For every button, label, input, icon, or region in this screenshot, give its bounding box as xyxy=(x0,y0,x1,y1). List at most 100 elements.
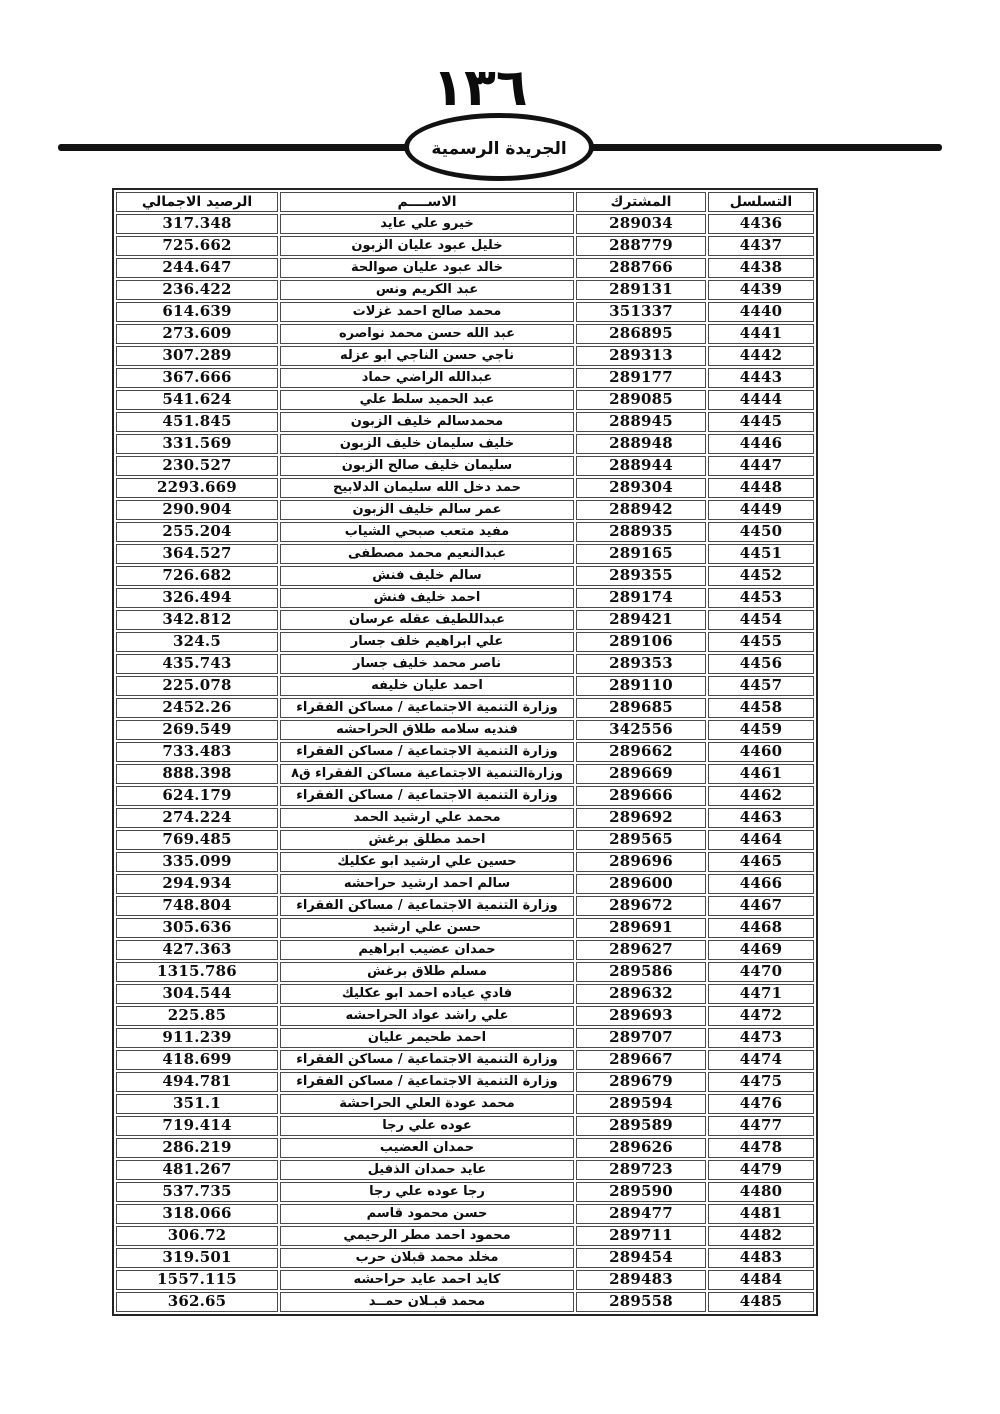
cell-subscriber: 289131 xyxy=(576,280,706,300)
cell-subscriber: 289711 xyxy=(576,1226,706,1246)
cell-name: عبد الله حسن محمد نواصره xyxy=(280,324,574,344)
cell-serial: 4481 xyxy=(708,1204,814,1224)
table-row: 4460 289662 وزارة التنمية الاجتماعية / مسا… xyxy=(116,742,814,762)
header-name: الاســــم xyxy=(280,192,574,212)
cell-serial: 4482 xyxy=(708,1226,814,1246)
cell-serial: 4471 xyxy=(708,984,814,1004)
cell-subscriber: 289589 xyxy=(576,1116,706,1136)
table-row: 4451 289165 عبدالنعيم محمد مصطفى 364.527 xyxy=(116,544,814,564)
cell-subscriber: 289669 xyxy=(576,764,706,784)
table-row: 4480 289590 رجا عوده علي رجا 537.735 xyxy=(116,1182,814,1202)
cell-name: عبد الكريم ونس xyxy=(280,280,574,300)
cell-balance: 244.647 xyxy=(116,258,278,278)
cell-name: محمد قبـلان حمــد xyxy=(280,1292,574,1312)
cell-name: عبداللطيف عقله عرسان xyxy=(280,610,574,630)
cell-balance: 494.781 xyxy=(116,1072,278,1092)
header-subscriber: المشترك xyxy=(576,192,706,212)
table-row: 4446 288948 خليف سليمان خليف الزبون 331.569 xyxy=(116,434,814,454)
cell-subscriber: 289483 xyxy=(576,1270,706,1290)
cell-serial: 4474 xyxy=(708,1050,814,1070)
cell-serial: 4461 xyxy=(708,764,814,784)
table-row: 4455 289106 علي ابراهيم خلف جسار 324.5 xyxy=(116,632,814,652)
table-row: 4437 288779 خليل عبود عليان الزبون 725.662 xyxy=(116,236,814,256)
cell-subscriber: 289679 xyxy=(576,1072,706,1092)
cell-subscriber: 289558 xyxy=(576,1292,706,1312)
cell-subscriber: 288935 xyxy=(576,522,706,542)
cell-balance: 541.624 xyxy=(116,390,278,410)
cell-name: خليف سليمان خليف الزبون xyxy=(280,434,574,454)
cell-serial: 4450 xyxy=(708,522,814,542)
cell-serial: 4466 xyxy=(708,874,814,894)
cell-name: خليل عبود عليان الزبون xyxy=(280,236,574,256)
table-row: 4449 288942 عمر سالم خليف الزبون 290.904 xyxy=(116,500,814,520)
cell-balance: 1557.115 xyxy=(116,1270,278,1290)
cell-name: حسن علي ارشيد xyxy=(280,918,574,938)
cell-serial: 4468 xyxy=(708,918,814,938)
cell-serial: 4448 xyxy=(708,478,814,498)
cell-name: وزارة التنمية الاجتماعية / مساكن الفقراء xyxy=(280,698,574,718)
table-row: 4457 289110 احمد عليان خليفه 225.078 xyxy=(116,676,814,696)
table-row: 4464 289565 احمد مطلق برغش 769.485 xyxy=(116,830,814,850)
cell-serial: 4467 xyxy=(708,896,814,916)
cell-balance: 427.363 xyxy=(116,940,278,960)
cell-subscriber: 289594 xyxy=(576,1094,706,1114)
cell-subscriber: 288944 xyxy=(576,456,706,476)
cell-balance: 726.682 xyxy=(116,566,278,586)
cell-serial: 4484 xyxy=(708,1270,814,1290)
table-row: 4438 288766 خالد عبود عليان صوالحة 244.647 xyxy=(116,258,814,278)
table-row: 4440 351337 محمد صالح احمد غزلات 614.639 xyxy=(116,302,814,322)
cell-balance: 451.845 xyxy=(116,412,278,432)
cell-balance: 324.5 xyxy=(116,632,278,652)
cell-subscriber: 289174 xyxy=(576,588,706,608)
table-row: 4442 289313 ناجي حسن الناجي ابو عزله 307.28… xyxy=(116,346,814,366)
cell-subscriber: 289177 xyxy=(576,368,706,388)
header-serial: التسلسل xyxy=(708,192,814,212)
cell-serial: 4477 xyxy=(708,1116,814,1136)
cell-serial: 4462 xyxy=(708,786,814,806)
table-row: 4459 342556 فنديه سلامه طلاق الحراحشه 269.5… xyxy=(116,720,814,740)
cell-balance: 2293.669 xyxy=(116,478,278,498)
table-row: 4482 289711 محمود احمد مطر الرحيمي 306.72 xyxy=(116,1226,814,1246)
cell-balance: 888.398 xyxy=(116,764,278,784)
cell-serial: 4455 xyxy=(708,632,814,652)
cell-subscriber: 289626 xyxy=(576,1138,706,1158)
cell-serial: 4464 xyxy=(708,830,814,850)
cell-serial: 4476 xyxy=(708,1094,814,1114)
table-row: 4472 289693 علي راشد عواد الحراحشه 225.85 xyxy=(116,1006,814,1026)
cell-balance: 230.527 xyxy=(116,456,278,476)
cell-balance: 364.527 xyxy=(116,544,278,564)
cell-subscriber: 289353 xyxy=(576,654,706,674)
cell-balance: 342.812 xyxy=(116,610,278,630)
gazette-banner-ellipse: الجريدة الرسمية xyxy=(404,113,594,181)
cell-name: خيرو علي عايد xyxy=(280,214,574,234)
table-row: 4473 289707 احمد طحيمر عليان 911.239 xyxy=(116,1028,814,1048)
table-row: 4476 289594 محمد عودة العلي الحراحشة 351.1 xyxy=(116,1094,814,1114)
cell-name: مفيد متعب صبحي الشياب xyxy=(280,522,574,542)
cell-subscriber: 288948 xyxy=(576,434,706,454)
cell-balance: 294.934 xyxy=(116,874,278,894)
cell-balance: 306.72 xyxy=(116,1226,278,1246)
cell-serial: 4436 xyxy=(708,214,814,234)
cell-serial: 4440 xyxy=(708,302,814,322)
cell-subscriber: 351337 xyxy=(576,302,706,322)
table-row: 4467 289672 وزارة التنمية الاجتماعية / مسا… xyxy=(116,896,814,916)
cell-serial: 4483 xyxy=(708,1248,814,1268)
cell-name: عايد حمدان الذفيل xyxy=(280,1160,574,1180)
cell-subscriber: 289672 xyxy=(576,896,706,916)
cell-balance: 319.501 xyxy=(116,1248,278,1268)
cell-name: وزارة التنمية الاجتماعية / مساكن الفقراء xyxy=(280,896,574,916)
cell-subscriber: 288779 xyxy=(576,236,706,256)
table-row: 4456 289353 ناصر محمد خليف جسار 435.743 xyxy=(116,654,814,674)
cell-serial: 4457 xyxy=(708,676,814,696)
cell-balance: 273.609 xyxy=(116,324,278,344)
table-row: 4465 289696 حسين علي ارشيد ابو عكليك 335.09… xyxy=(116,852,814,872)
cell-name: مخلد محمد قبلان حرب xyxy=(280,1248,574,1268)
subscribers-table: التسلسل المشترك الاســــم الرصيد الاجمال… xyxy=(112,188,818,1316)
cell-subscriber: 288942 xyxy=(576,500,706,520)
table-row: 4452 289355 سالم خليف فنش 726.682 xyxy=(116,566,814,586)
cell-name: وزارة التنمية الاجتماعية / مساكن الفقراء xyxy=(280,786,574,806)
cell-balance: 225.85 xyxy=(116,1006,278,1026)
cell-subscriber: 289477 xyxy=(576,1204,706,1224)
cell-name: محمود احمد مطر الرحيمي xyxy=(280,1226,574,1246)
table-row: 4441 286895 عبد الله حسن محمد نواصره 273.60… xyxy=(116,324,814,344)
